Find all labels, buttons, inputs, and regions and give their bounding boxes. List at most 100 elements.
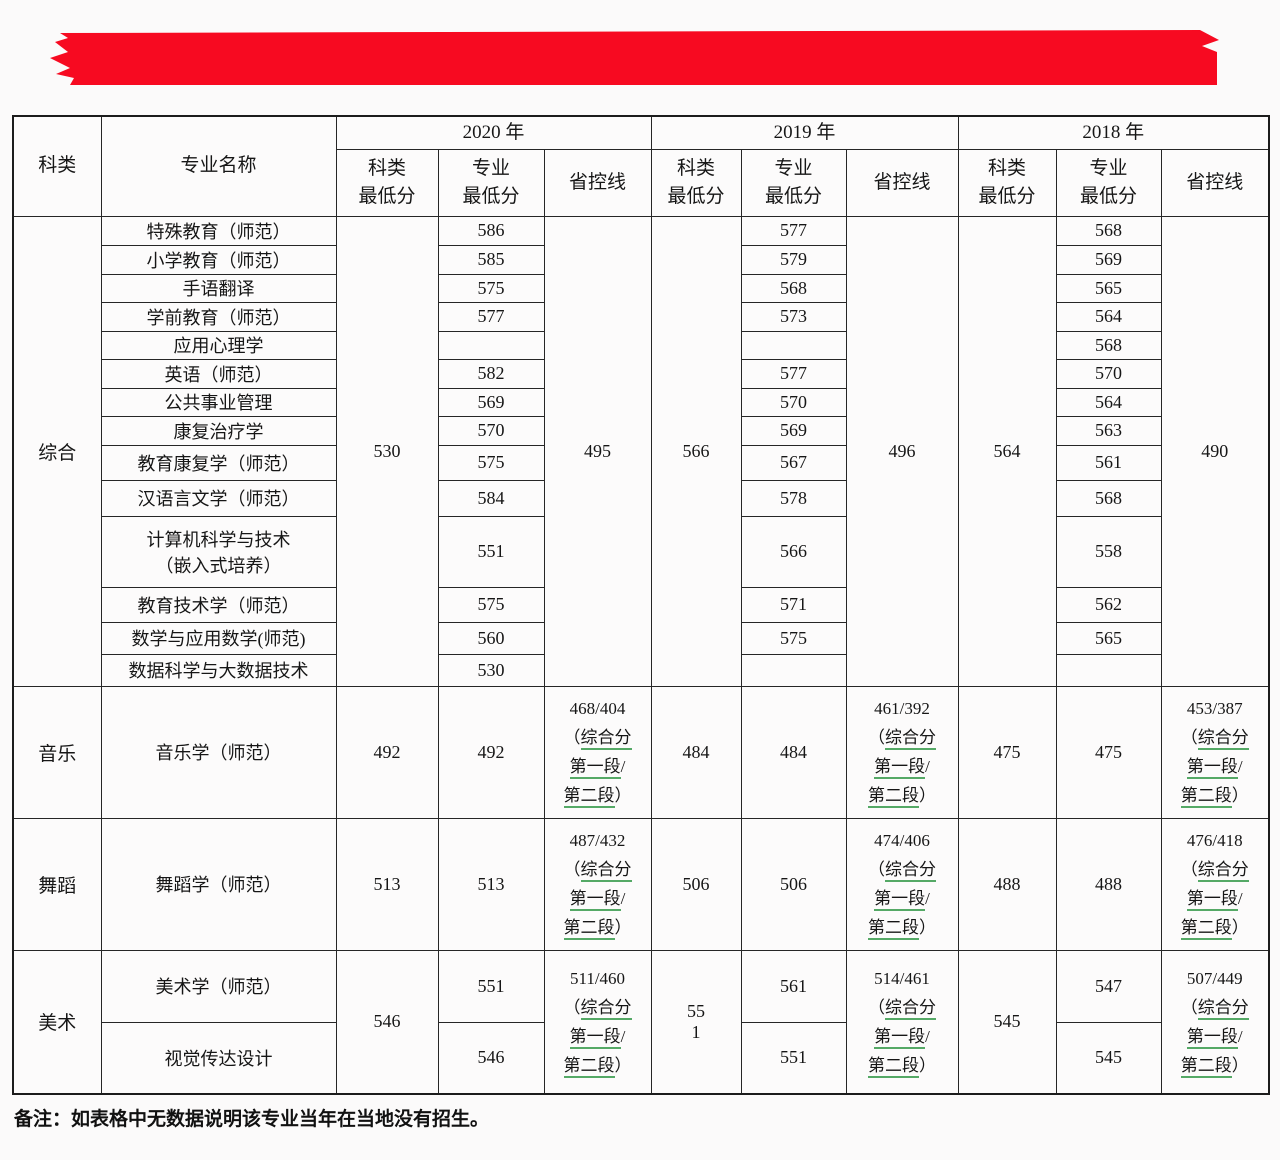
cell-major-min-2018: 568 (1055, 479, 1162, 517)
cell-cat-min-2019: 55 1 (650, 949, 742, 1095)
plain-text: ） (919, 918, 937, 937)
green-underlined-text: 第一段 (874, 757, 926, 779)
table-row: 数学与应用数学(师范) 560 575 565 (13, 621, 1269, 655)
cell-major-min-2018: 558 (1055, 515, 1162, 588)
plain-text: / (925, 889, 930, 908)
cell-major-min-2020: 570 (437, 415, 545, 446)
cell-major-min-2018: 562 (1055, 586, 1162, 623)
green-underlined-text: 第二段 (563, 786, 615, 808)
plain-text: 487/432 (569, 831, 626, 850)
cell-major-min-2018: 561 (1055, 444, 1162, 481)
green-underlined-text: 第一段 (874, 1026, 926, 1049)
cell-major-min-2018: 564 (1055, 301, 1162, 332)
cell-major-min-2019: 578 (740, 479, 847, 517)
cell-prov-line-2019: 461/392 （综合分 第一段/ 第二段） (845, 685, 959, 819)
table-row: 英语（师范） 582 577 570 (13, 358, 1269, 389)
plain-text: / (1237, 889, 1243, 908)
green-underlined-text: 第一段 (569, 757, 621, 779)
cell-major: 公共事业管理 (100, 387, 337, 417)
subheader-major-min-2020: 专业 最低分 (437, 148, 545, 217)
cell-prov-line-2018: 453/387 （综合分 第一段/ 第二段） (1160, 685, 1270, 819)
green-underlined-text: 第二段 (563, 1055, 615, 1078)
header-year-2019: 2019 年 (650, 115, 959, 150)
cell-major-min-2019: 579 (740, 244, 847, 275)
plain-text: （ (1180, 997, 1198, 1017)
plain-text: （ (563, 997, 581, 1017)
plain-text: / (620, 757, 626, 776)
subheader-prov-line-2020: 省控线 (543, 148, 652, 217)
plain-text: （ (1180, 860, 1198, 879)
green-underlined-text: 综合分 (1197, 997, 1249, 1020)
green-underlined-text: 第一段 (569, 889, 621, 911)
cell-prov-line-2020: 495 (543, 215, 652, 687)
green-underlined-text: 第二段 (868, 1055, 920, 1078)
table-row: 舞蹈 舞蹈学（师范） 513 513 487/432 （综合分 第一段/第二段） 5… (12, 817, 1270, 951)
plain-text: / (1237, 1026, 1243, 1046)
cell-major-min-2019: 568 (740, 273, 847, 303)
plain-text: ） (1231, 1055, 1249, 1075)
green-underlined-text: 第一段 (874, 889, 926, 911)
plain-text: （ (868, 997, 886, 1017)
cell-group-meishu: 美术 (12, 949, 102, 1095)
table-row: 美术 美术学（师范） 546 551 511/460 （综合分 第一段/第二段） 5… (12, 949, 1270, 1095)
subheader-cat-min-2019: 科类 最低分 (650, 148, 742, 217)
plain-text: （ (563, 860, 581, 879)
plain-text: ） (614, 918, 632, 937)
cell-prov-line-2018: 507/449 （综合分 第一段/第二段） (1160, 949, 1270, 1095)
plain-text: （ (1180, 728, 1198, 747)
plain-text: 514/461 (874, 968, 930, 988)
cell-major: 教育技术学（师范） (100, 586, 337, 623)
plain-text: 474/406 (874, 831, 930, 850)
cell-cat-min-2019: 566 (650, 215, 742, 687)
cell-prov-line-2018: 490 (1160, 215, 1270, 687)
plain-text: / (925, 1026, 930, 1046)
header-year-2018: 2018 年 (957, 115, 1270, 150)
cell-major: 视觉传达设计 (100, 1021, 337, 1095)
green-underlined-text: 第一段 (1186, 1026, 1238, 1049)
cell-major-min-2020: 492 (437, 685, 545, 819)
cell-major-min-2019: 575 (740, 621, 847, 655)
green-underlined-text: 综合分 (885, 860, 937, 882)
subheader-cat-min-2018: 科类 最低分 (957, 148, 1057, 217)
cell-major: 美术学（师范） (100, 949, 337, 1023)
cell-major: 数据科学与大数据技术 (100, 653, 337, 687)
cell-major-min-2018: 570 (1055, 358, 1162, 389)
plain-text: ） (1231, 786, 1249, 805)
cell-major-min-2019: 566 (740, 515, 847, 588)
footnote: 备注：如表格中无数据说明该专业当年在当地没有招生。 (14, 1109, 490, 1130)
cell-group-wudao: 舞蹈 (12, 817, 102, 951)
plain-text: 511/460 (569, 968, 626, 988)
cell-major-min-2020: 513 (437, 817, 545, 951)
cell-prov-line-2019: 496 (845, 215, 959, 687)
cell-major-min-2018: 565 (1055, 621, 1162, 655)
cell-major-min-2020: 584 (437, 479, 545, 517)
cell-major-min-2020: 575 (437, 586, 545, 623)
header-year-2020: 2020 年 (335, 115, 652, 150)
cell-major-min-2018: 563 (1055, 415, 1162, 446)
admission-score-table: 科类 专业名称 2020 年 2019 年 2018 年 科类 最低分 专业 最… (12, 115, 1271, 1095)
cell-major-min-2019: 567 (740, 444, 847, 481)
subheader-cat-min-2020: 科类 最低分 (335, 148, 439, 217)
green-underlined-text: 综合分 (580, 997, 632, 1020)
cell-major-min-2019: 551 (740, 1021, 847, 1095)
plain-text: 453/387 (1186, 699, 1243, 718)
green-underlined-text: 综合分 (1197, 860, 1249, 882)
table-row: 学前教育（师范） 577 573 564 (13, 301, 1269, 332)
cell-major: 特殊教育（师范） (100, 215, 337, 246)
header-major-name: 专业名称 (100, 115, 337, 217)
plain-text: 507/449 (1186, 968, 1243, 988)
cell-major-min-2018: 545 (1055, 1021, 1162, 1095)
header-category: 科类 (12, 115, 102, 217)
cell-prov-line-2020: 468/404 （综合分 第一段/ 第二段） (543, 685, 652, 819)
green-underlined-text: 综合分 (885, 997, 937, 1020)
green-underlined-text: 综合分 (580, 860, 632, 882)
cell-major-min-2019: 569 (740, 415, 847, 446)
cell-group-yinyue: 音乐 (12, 685, 102, 819)
green-underlined-text: 综合分 (580, 728, 632, 750)
cell-major-min-2020: 575 (437, 444, 545, 481)
table-row: 康复治疗学 570 569 563 (13, 415, 1269, 446)
cell-major: 学前教育（师范） (100, 301, 337, 332)
table-row: 教育康复学（师范） 575 567 561 (13, 444, 1269, 481)
torn-red-banner (50, 30, 1219, 85)
cell-major-min-2020 (437, 330, 545, 360)
